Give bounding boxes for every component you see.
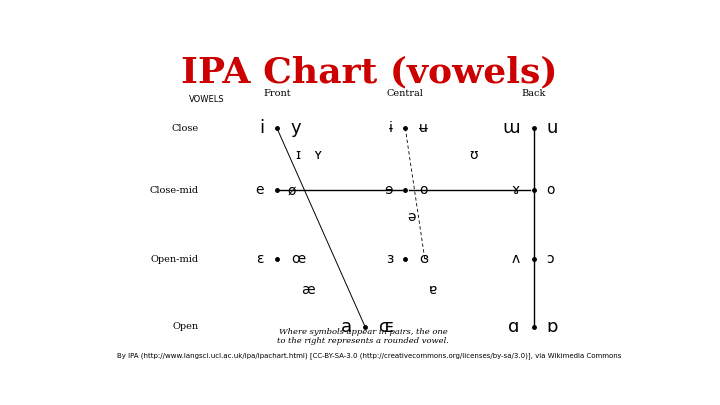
Text: e: e: [256, 183, 264, 198]
Text: o: o: [546, 183, 555, 198]
Text: ɛ: ɛ: [256, 252, 264, 266]
Text: ɘ: ɘ: [384, 183, 393, 198]
Text: Front: Front: [263, 90, 291, 98]
Text: ɐ: ɐ: [429, 283, 437, 297]
Text: o: o: [419, 183, 428, 198]
Text: a: a: [341, 318, 352, 336]
Text: ʊ: ʊ: [469, 148, 478, 162]
Text: ɨ: ɨ: [389, 121, 393, 135]
Text: Open-mid: Open-mid: [150, 255, 199, 264]
Text: Close: Close: [171, 124, 199, 132]
Text: ə: ə: [407, 210, 415, 224]
Text: VOWELS: VOWELS: [189, 95, 225, 104]
Text: u: u: [546, 119, 558, 137]
Text: ɒ: ɒ: [546, 318, 558, 336]
Text: ʌ: ʌ: [511, 252, 520, 266]
Text: ɯ: ɯ: [502, 119, 520, 137]
Text: ɜ: ɜ: [386, 252, 393, 266]
Text: æ: æ: [301, 283, 315, 297]
Text: Back: Back: [521, 90, 546, 98]
Text: ɶ: ɶ: [379, 318, 395, 336]
Text: i: i: [259, 119, 264, 137]
Text: IPA Chart (vowels): IPA Chart (vowels): [181, 55, 557, 89]
Text: By IPA (http://www.langsci.ucl.ac.uk/ipa/ipachart.html) [CC-BY-SA-3.0 (http://cr: By IPA (http://www.langsci.ucl.ac.uk/ipa…: [117, 352, 621, 359]
Text: ɔ: ɔ: [546, 252, 554, 266]
Text: ɞ: ɞ: [419, 252, 428, 266]
Text: Where symbols appear in pairs, the one
to the right represents a rounded vowel.: Where symbols appear in pairs, the one t…: [277, 328, 449, 345]
Text: ʏ: ʏ: [313, 148, 322, 162]
Text: ɪ: ɪ: [295, 148, 300, 162]
Text: ʉ: ʉ: [419, 121, 428, 135]
Text: Central: Central: [387, 90, 423, 98]
Text: Open: Open: [173, 322, 199, 331]
Text: Close-mid: Close-mid: [150, 186, 199, 195]
Text: ɤ: ɤ: [511, 183, 520, 198]
Text: y: y: [291, 119, 302, 137]
Text: ø: ø: [287, 183, 296, 198]
Text: ɑ: ɑ: [508, 318, 520, 336]
Text: œ: œ: [291, 252, 305, 266]
